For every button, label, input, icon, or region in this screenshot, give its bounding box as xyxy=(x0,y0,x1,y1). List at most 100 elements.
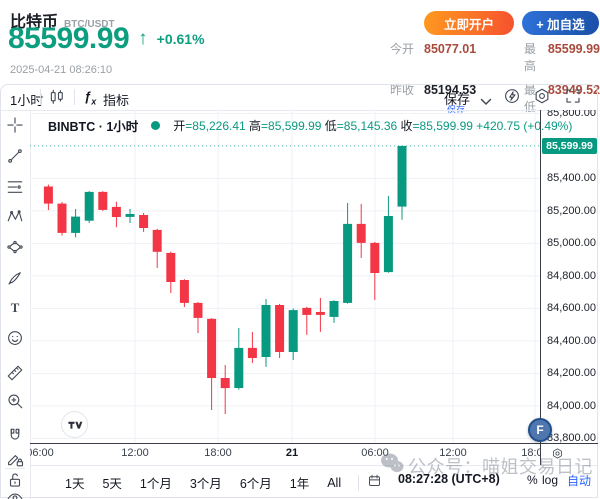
range-button-5天[interactable]: 5天 xyxy=(102,477,122,491)
trendline-icon[interactable] xyxy=(6,147,24,165)
fx-f: ƒ xyxy=(84,89,92,104)
change-percent: +0.61% xyxy=(156,31,205,47)
price-axis-label: 84,000.00 xyxy=(547,399,596,412)
time-axis-label: 12:00 xyxy=(439,447,467,459)
price-axis-label: 84,600.00 xyxy=(547,302,596,315)
svg-text:T: T xyxy=(11,301,20,315)
stat-value: 85077.01 xyxy=(424,42,477,56)
range-button-All[interactable]: All xyxy=(327,475,342,490)
price-axis[interactable]: 85,800.00 85,400.00 85,200.00 85,000.00 84,8… xyxy=(541,110,599,448)
range-button-1个月[interactable]: 1个月 xyxy=(139,477,172,491)
price-row: 85599.99 ↑ +0.61% xyxy=(8,22,205,56)
chart-widget-frame xyxy=(0,84,598,498)
crosshair-icon[interactable] xyxy=(6,116,24,134)
price-axis-label: 85,000.00 xyxy=(547,237,596,250)
toolbar-separator xyxy=(40,89,41,105)
status-dot xyxy=(151,121,161,130)
eye-icon[interactable] xyxy=(6,488,24,499)
stat-value: 85599.99 xyxy=(547,42,600,56)
candlestick-style-icon[interactable] xyxy=(48,88,66,111)
stat-label: 今开 xyxy=(390,42,415,56)
axis-settings-gear-icon[interactable] xyxy=(551,447,564,465)
stat-value: 83949.52 xyxy=(547,83,600,97)
toolbar-separator xyxy=(74,89,75,105)
indicators-button[interactable]: 指标 xyxy=(103,93,130,108)
interval-button[interactable]: 1小时 xyxy=(10,93,44,108)
range-button-1年[interactable]: 1年 xyxy=(289,477,310,491)
price-axis-label: 85,800.00 xyxy=(547,110,596,120)
camera-icon[interactable] xyxy=(503,87,521,110)
ruler-icon[interactable] xyxy=(6,364,24,382)
fullscreen-icon[interactable] xyxy=(564,87,582,110)
fx-icon[interactable]: ƒx xyxy=(84,89,96,107)
stat-label: 昨收 xyxy=(390,83,415,97)
range-selector: 1天 5天 1个月 3个月 6个月 1年 All xyxy=(56,470,382,495)
range-button-1天[interactable]: 1天 xyxy=(65,477,85,491)
time-axis-border xyxy=(30,443,598,444)
time-axis-label: 06:00 xyxy=(361,447,389,459)
stat-item: 最高 85599.99 xyxy=(524,40,600,74)
symbol-header: 比特币 BTC/USDT xyxy=(10,8,115,32)
stat-value: 85194.53 xyxy=(424,83,477,97)
clock: 08:27:28 (UTC+8) xyxy=(398,472,500,486)
brush-icon[interactable] xyxy=(6,269,24,287)
drawing-toolbar: T xyxy=(0,111,30,499)
floating-f-button[interactable]: F xyxy=(528,418,552,442)
time-axis-label: 06:00 xyxy=(30,447,54,459)
price-axis-label: 84,800.00 xyxy=(547,269,596,282)
time-axis-label: 12:00 xyxy=(121,447,149,459)
datetime: 2025-04-21 08:26:10 xyxy=(10,64,113,76)
stat-item: 今开 85077.01 xyxy=(390,40,524,74)
time-axis-label: 21 xyxy=(285,447,299,459)
log-scale-button[interactable]: log xyxy=(542,473,559,487)
tradingview-logo[interactable] xyxy=(61,411,88,438)
open-account-button[interactable]: 立即开户 xyxy=(424,11,514,35)
draw-lock-icon[interactable] xyxy=(6,450,24,468)
candlestick-chart[interactable] xyxy=(30,110,540,443)
time-axis-label: 18:00 xyxy=(204,447,232,459)
last-price: 85599.99 xyxy=(8,22,130,55)
percent-scale-button[interactable]: % xyxy=(527,473,538,487)
settings-gear-icon[interactable] xyxy=(533,87,551,110)
auto-scale-button[interactable]: 自动 xyxy=(567,474,592,488)
price-axis-label: 85,400.00 xyxy=(547,172,596,185)
stat-label: 最高 xyxy=(524,42,537,73)
legend-symbol: BINBTC · 1小时 xyxy=(48,120,139,134)
add-watchlist-button[interactable]: + 加自选 xyxy=(522,11,599,35)
up-arrow-icon: ↑ xyxy=(138,28,148,49)
zoom-in-icon[interactable] xyxy=(6,392,24,410)
bottom-divider xyxy=(30,465,598,466)
range-divider xyxy=(358,474,360,491)
toolbar-divider xyxy=(5,468,25,469)
price-axis-border xyxy=(540,110,541,465)
tools-divider xyxy=(30,111,31,499)
price-axis-label: 84,200.00 xyxy=(547,367,596,380)
chevron-down-icon[interactable] xyxy=(480,93,492,111)
symbol-pair: BTC/USDT xyxy=(64,19,115,30)
range-button-6个月[interactable]: 6个月 xyxy=(239,477,272,491)
xabcd-pattern-icon[interactable] xyxy=(6,208,24,226)
current-price-label: 85,599.99 xyxy=(542,137,597,154)
stats-grid: 今开 85077.01 最高 85599.99 昨收 85194.53 最低 83949.52 xyxy=(390,40,600,115)
price-axis-label: 83,800.00 xyxy=(547,432,596,445)
price-axis-label: 84,400.00 xyxy=(547,334,596,347)
toolbar-divider xyxy=(1,110,597,111)
legend-ohlc: 开=85,226.41 高=85,599.99 低=85,145.36 收=85… xyxy=(173,119,573,133)
fib-retracement-icon[interactable] xyxy=(6,178,24,196)
fx-x: x xyxy=(91,96,97,107)
time-axis[interactable]: 06:00 12:00 18:00 21 06:00 12:00 18:00 xyxy=(30,444,540,464)
lock-icon[interactable] xyxy=(6,471,24,489)
range-button-3个月[interactable]: 3个月 xyxy=(189,477,222,491)
stat-item: 昨收 85194.53 xyxy=(390,81,524,115)
time-axis-label: 18:00 xyxy=(521,447,540,459)
price-axis-label: 85,200.00 xyxy=(547,204,596,217)
text-icon[interactable]: T xyxy=(6,299,24,317)
save-button[interactable]: 保存 xyxy=(444,92,471,107)
calendar-icon[interactable] xyxy=(367,473,382,493)
symbol-name: 比特币 xyxy=(10,14,59,31)
pattern-icon[interactable] xyxy=(6,238,24,256)
emoji-icon[interactable] xyxy=(6,329,24,347)
chart-legend: BINBTC · 1小时 开=85,226.41 高=85,599.99 低=8… xyxy=(48,116,572,135)
magnet-icon[interactable] xyxy=(6,427,24,445)
